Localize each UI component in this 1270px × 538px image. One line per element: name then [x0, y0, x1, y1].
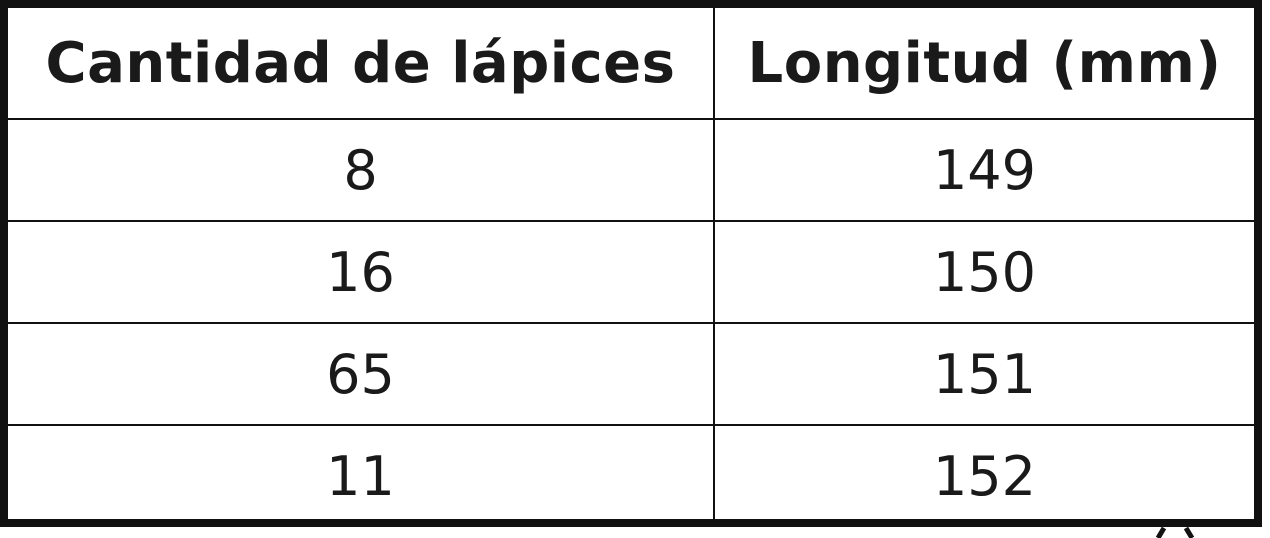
cell-pencil-count: 16: [8, 220, 715, 324]
cell-length: 151: [713, 322, 1254, 426]
header-length: Longitud (mm): [713, 8, 1254, 120]
cell-pencil-count: 11: [8, 424, 715, 527]
cell-pencil-count: 8: [8, 118, 715, 222]
cell-length: 149: [713, 118, 1254, 222]
table-row: 65 151: [8, 322, 1254, 426]
table-row: 8 149: [8, 118, 1254, 222]
cropped-mark-fragment: [1148, 527, 1218, 538]
header-pencil-count: Cantidad de lápices: [8, 8, 715, 120]
pencil-length-table: Cantidad de lápices Longitud (mm) 8 149 …: [8, 8, 1254, 527]
cell-length: 150: [713, 220, 1254, 324]
cropped-glyph-icon: [1155, 527, 1195, 538]
cell-length: 152: [713, 424, 1254, 527]
table-header-row: Cantidad de lápices Longitud (mm): [8, 8, 1254, 120]
table-row: 11 152: [8, 424, 1254, 527]
cell-pencil-count: 65: [8, 322, 715, 426]
table-row: 16 150: [8, 220, 1254, 324]
data-table-frame: Cantidad de lápices Longitud (mm) 8 149 …: [0, 0, 1262, 527]
